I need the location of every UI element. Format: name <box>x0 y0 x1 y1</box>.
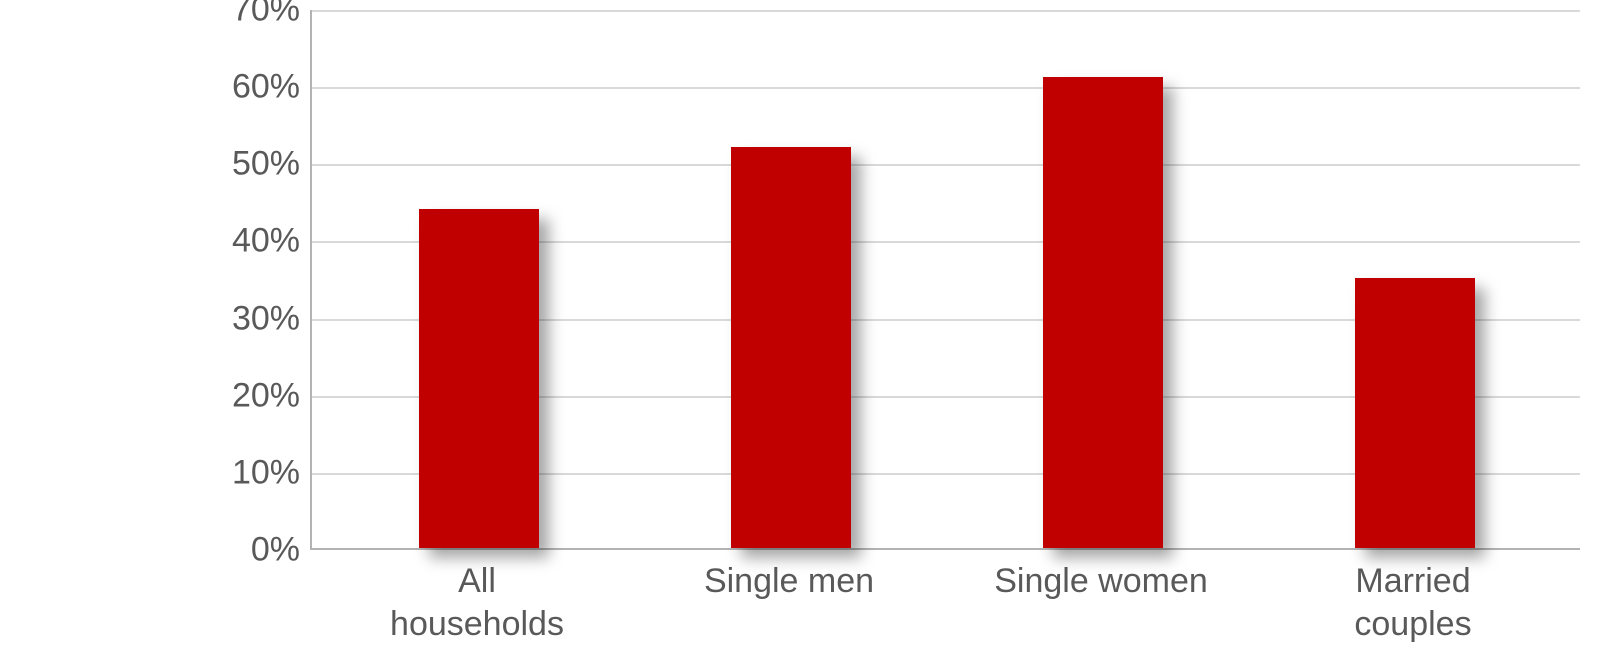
bar-single-men <box>731 147 851 548</box>
x-tick-label-line: Single women <box>945 560 1257 603</box>
y-tick-label: 0% <box>190 531 300 570</box>
y-tick-label: 70% <box>190 0 300 30</box>
bar-all-households <box>419 209 539 548</box>
y-tick-label: 40% <box>190 222 300 261</box>
x-tick-label-line: All <box>321 560 633 603</box>
x-tick-label-line: Married <box>1257 560 1569 603</box>
bars-layer <box>312 10 1580 548</box>
bar-single-women <box>1043 77 1163 548</box>
x-tick-label: All households <box>321 560 633 645</box>
x-tick-label: Single women <box>945 560 1257 603</box>
x-tick-label-line: Single men <box>633 560 945 603</box>
plot-area <box>310 10 1580 550</box>
y-tick-label: 30% <box>190 299 300 338</box>
y-tick-label: 20% <box>190 376 300 415</box>
y-tick-label: 60% <box>190 68 300 107</box>
bar-chart: hare of various types of househo with me… <box>0 0 1600 650</box>
x-tick-label-line: households <box>321 603 633 646</box>
x-tick-label: Single men <box>633 560 945 603</box>
y-tick-label: 50% <box>190 145 300 184</box>
bar-married <box>1355 278 1475 548</box>
y-tick-label: 10% <box>190 453 300 492</box>
x-tick-label: Married couples <box>1257 560 1569 645</box>
x-tick-label-line: couples <box>1257 603 1569 646</box>
